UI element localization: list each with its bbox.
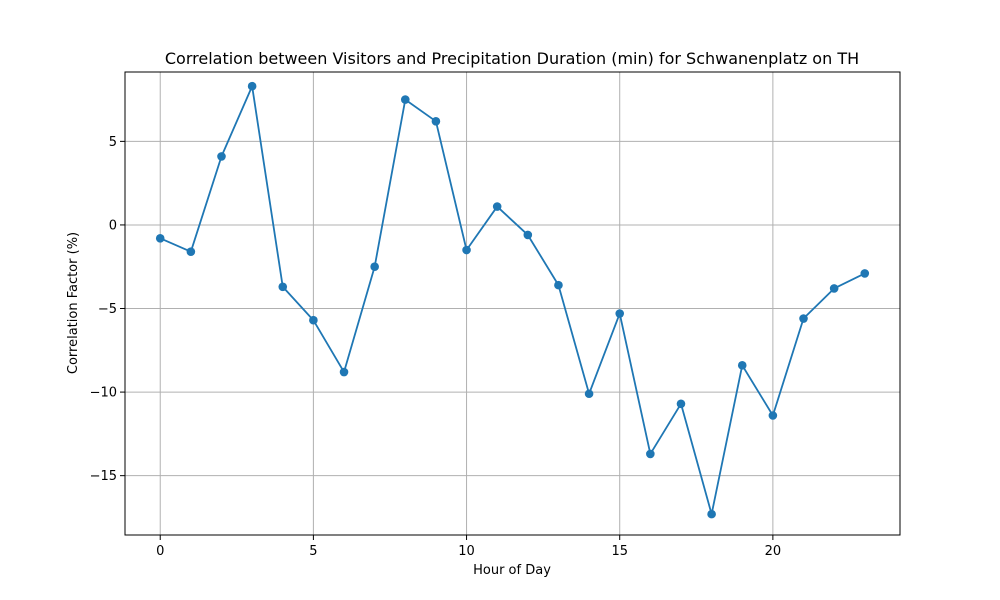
data-point xyxy=(339,367,349,377)
data-point xyxy=(676,399,686,409)
x-tick-label: 20 xyxy=(765,544,782,559)
data-point xyxy=(860,269,870,278)
data-point xyxy=(768,411,778,420)
data-point xyxy=(554,280,563,290)
y-tick-label: 0 xyxy=(109,218,117,233)
x-axis-label: Hour of Day xyxy=(473,563,551,578)
y-tick-label: −10 xyxy=(90,386,117,401)
x-tick-label: 10 xyxy=(458,544,475,559)
plot-frame xyxy=(124,71,901,536)
data-point xyxy=(707,509,716,519)
chart-title: Correlation between Visitors and Precipi… xyxy=(165,49,859,68)
data-point xyxy=(646,449,655,459)
grid xyxy=(125,72,900,535)
x-tick-label: 15 xyxy=(611,544,628,559)
data-point xyxy=(186,247,196,256)
data-point xyxy=(370,262,379,272)
y-tick-label: −15 xyxy=(90,469,117,484)
y-tick-label: −5 xyxy=(98,302,117,317)
data-point xyxy=(155,234,165,243)
data-point xyxy=(278,282,288,292)
x-tick-label: 5 xyxy=(309,544,317,559)
data-point xyxy=(615,309,625,318)
data-point xyxy=(492,202,502,211)
x-tick-label: 0 xyxy=(156,544,164,559)
y-axis-ticks: 5 0 −5 −10 −15 xyxy=(90,135,125,484)
data-point xyxy=(584,389,594,399)
series-layer xyxy=(155,81,870,519)
y-axis-label: Correlation Factor (%) xyxy=(66,232,81,374)
x-axis-ticks: 0 5 10 15 20 xyxy=(156,535,781,559)
series-line xyxy=(159,85,866,516)
data-point xyxy=(217,152,226,161)
data-point xyxy=(400,95,410,104)
data-point xyxy=(247,81,257,91)
data-point xyxy=(523,230,533,240)
y-tick-label: 5 xyxy=(109,135,117,150)
data-point xyxy=(799,314,808,323)
data-point xyxy=(462,245,471,255)
data-point xyxy=(431,117,441,126)
data-point xyxy=(737,361,747,370)
data-point xyxy=(829,284,839,293)
data-point xyxy=(309,315,318,325)
